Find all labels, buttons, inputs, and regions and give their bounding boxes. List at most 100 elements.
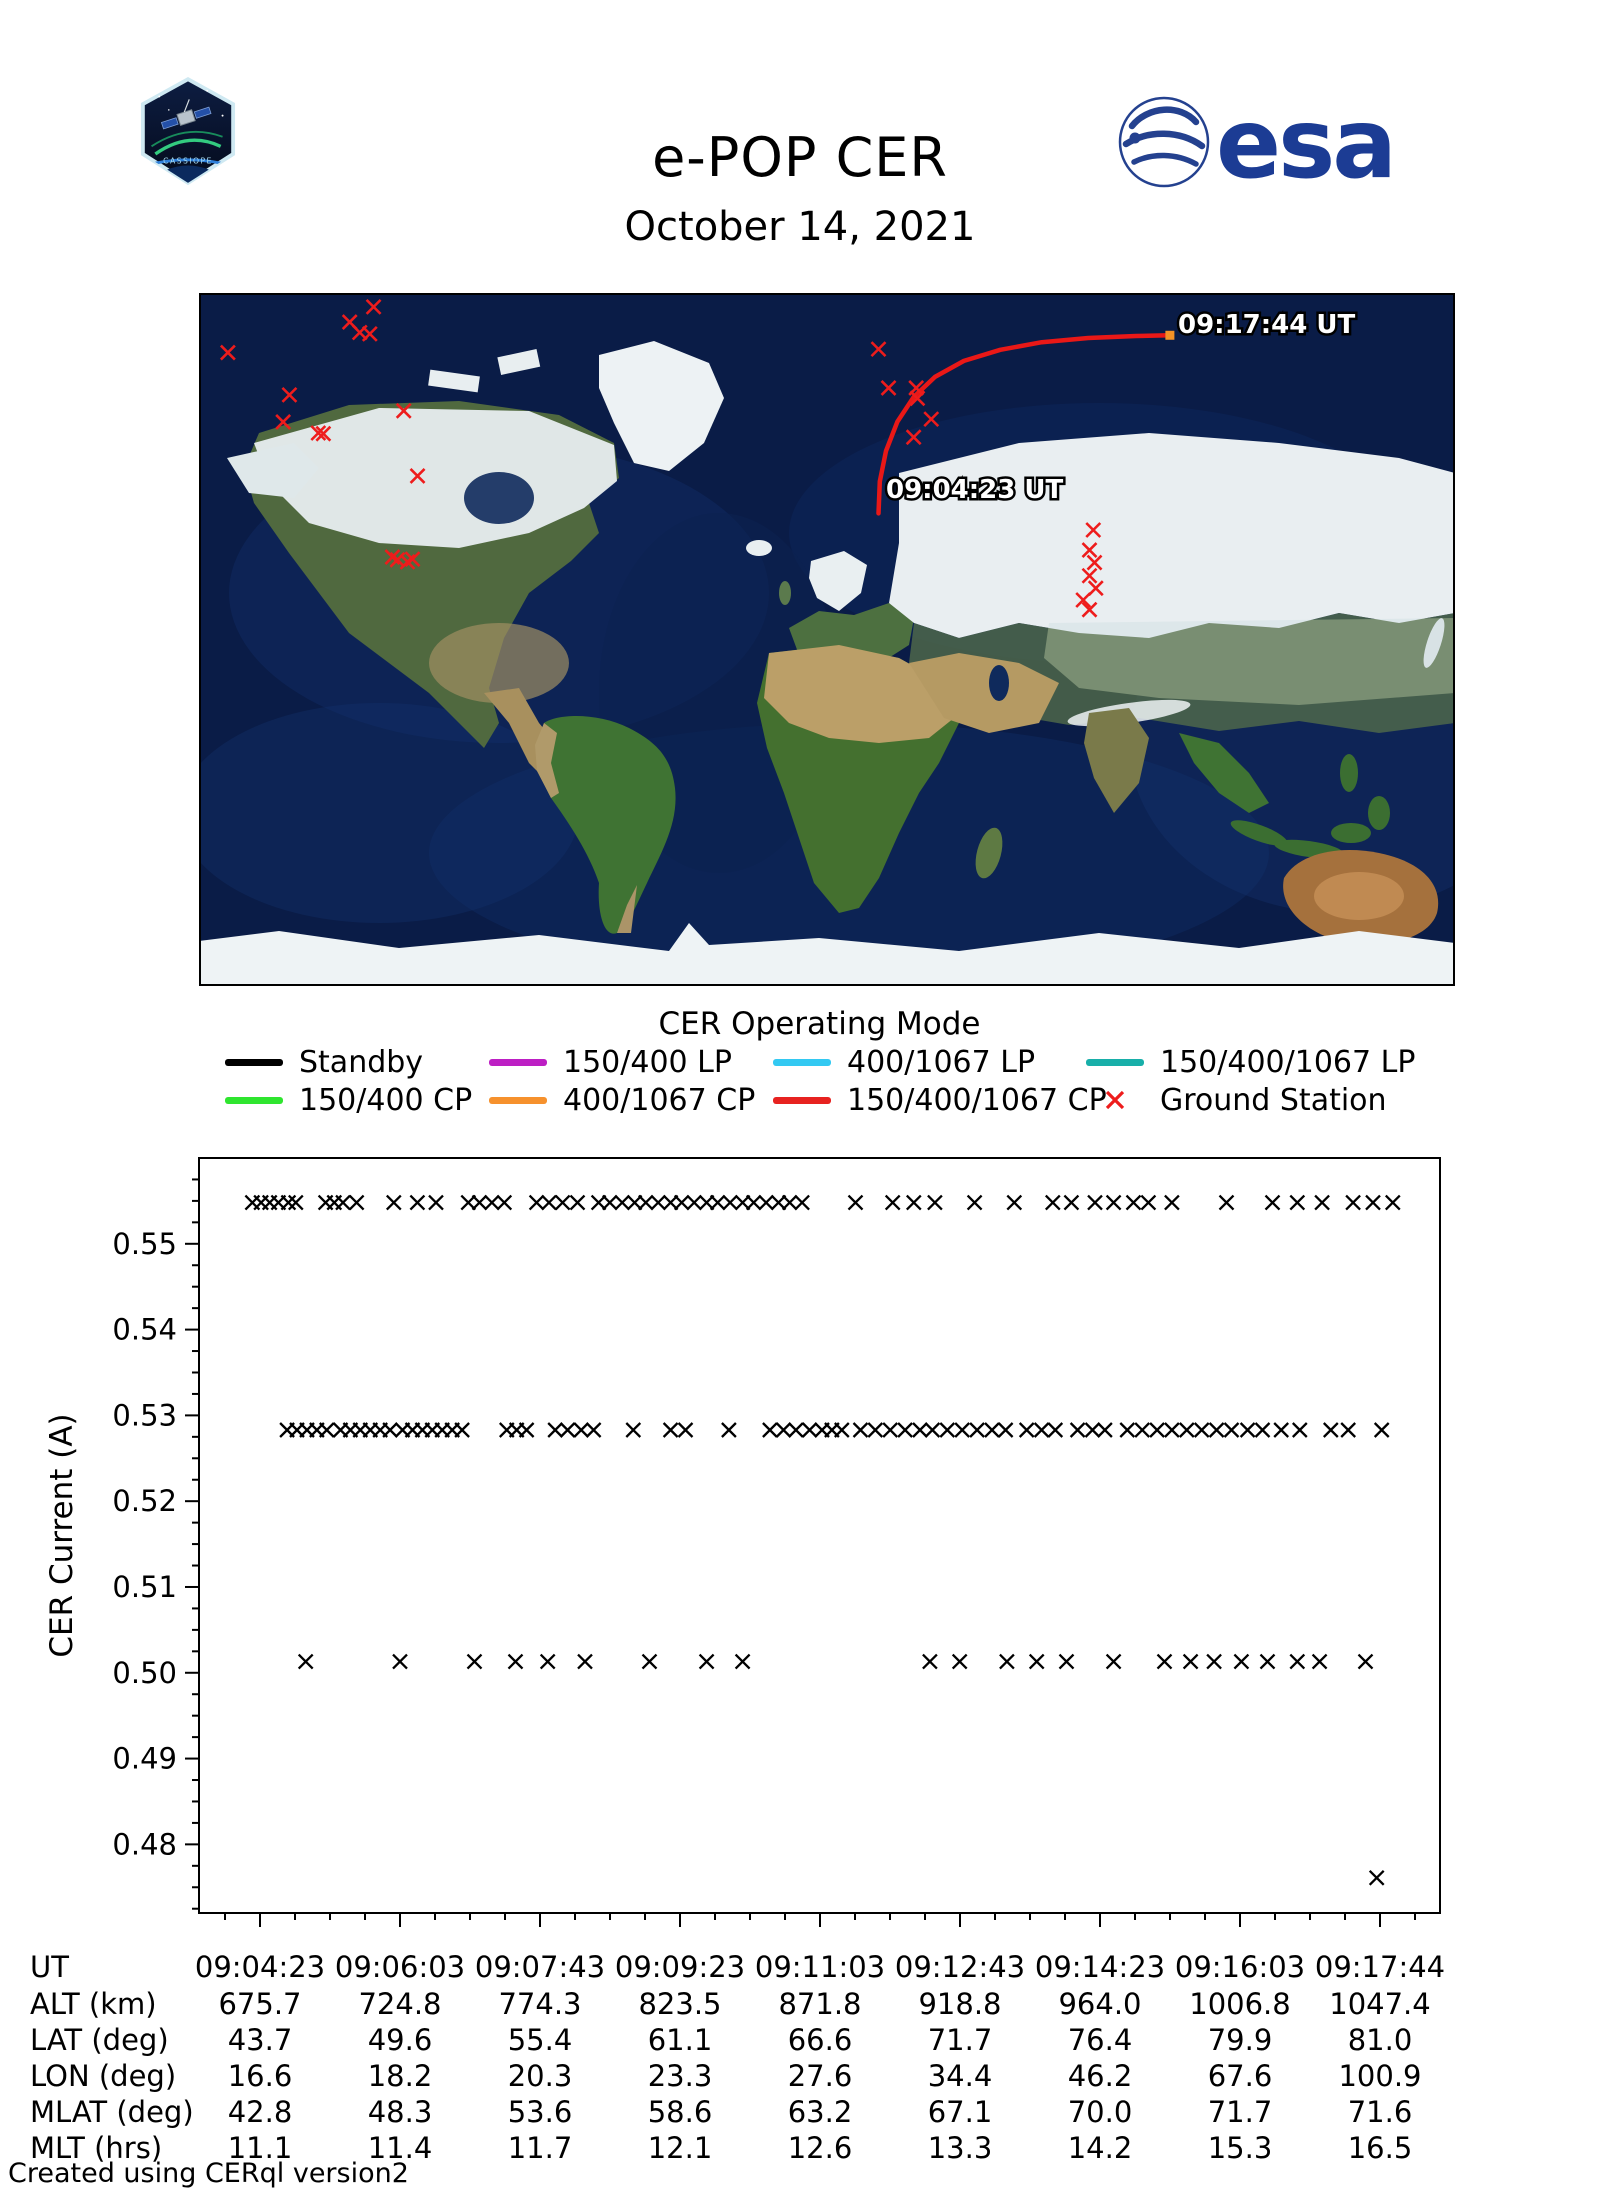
table-cell: 918.8: [918, 1987, 1002, 2021]
x-tick-time-label: 09:16:03: [1174, 1950, 1306, 1984]
legend-item-150-400-1067-lp: 150/400/1067 LP: [1086, 1044, 1415, 1080]
trajectory-group: [876, 330, 1175, 516]
scatter-marker-x: [1233, 1653, 1250, 1670]
x-tick-time-label: 09:14:23: [1034, 1950, 1166, 1984]
legend-label: 400/1067 LP: [847, 1044, 1036, 1080]
scatter-marker-x: [1223, 1422, 1240, 1438]
legend-label: 150/400/1067 LP: [1160, 1044, 1416, 1080]
scatter-marker-x: [1140, 1194, 1157, 1211]
scatter-marker-x: [287, 1194, 304, 1211]
trajectory-start-label: 09:04:23 UT: [886, 475, 1064, 505]
scatter-marker-x: [528, 1194, 545, 1211]
scatter-marker-x: [484, 1194, 500, 1211]
table-cell: 63.2: [787, 2095, 853, 2129]
table-row-label: UT: [30, 1950, 69, 1984]
ground-station-marker: [1086, 554, 1103, 571]
scatter-marker-x: [745, 1194, 762, 1211]
scatter-marker-x: [709, 1194, 726, 1211]
table-cell: 58.6: [647, 2095, 713, 2129]
scatter-marker-x: [966, 1194, 983, 1211]
scatter-marker-x: [1291, 1422, 1308, 1438]
table-cell: 55.4: [507, 2023, 573, 2057]
y-tick-label: 0.50: [112, 1656, 177, 1690]
table-cell: 12.6: [787, 2131, 853, 2165]
scatter-marker-x: [734, 1194, 751, 1211]
table-row-label: ALT (km): [30, 1987, 157, 2021]
scatter-marker-x: [1028, 1653, 1045, 1670]
scatter-markers: [244, 1194, 1401, 1886]
y-tick-label: 0.55: [112, 1227, 177, 1261]
ground-station-marker: [1087, 580, 1104, 597]
scatter-marker-x: [641, 1653, 658, 1670]
axis-ticks: [185, 1178, 1416, 1927]
x-tick-time-label: 09:04:23: [194, 1950, 326, 1984]
table-cell: 724.8: [358, 1987, 442, 2021]
scatter-marker-x: [428, 1194, 444, 1211]
table-cell: 871.8: [778, 1987, 862, 2021]
scatter-marker-x: [1063, 1194, 1080, 1211]
legend-item-standby: Standby: [225, 1044, 423, 1080]
scatter-marker-x: [997, 1422, 1014, 1438]
table-cell: 11.7: [507, 2131, 573, 2165]
scatter-marker-x: [999, 1653, 1015, 1670]
page-date: October 14, 2021: [624, 204, 976, 250]
scatter-marker-x: [1259, 1653, 1276, 1670]
scatter-marker-x: [1006, 1194, 1023, 1211]
scatter-marker-x: [585, 1422, 602, 1438]
scatter-marker-x: [1218, 1194, 1235, 1211]
y-tick-label: 0.54: [112, 1313, 177, 1347]
scatter-marker-x: [897, 1422, 913, 1438]
table-cell: 34.4: [927, 2059, 993, 2093]
scatter-marker-x: [1047, 1422, 1064, 1438]
scatter-marker-x: [1105, 1194, 1122, 1211]
x-tick-time-label: 09:06:03: [334, 1950, 466, 1984]
x-tick-time-label: 09:07:43: [474, 1950, 606, 1984]
scatter-marker-x: [496, 1194, 513, 1211]
scatter-marker-x: [794, 1194, 810, 1211]
patch-satellite: [160, 99, 212, 130]
scatter-marker-x: [1208, 1422, 1225, 1438]
scatter-marker-x: [698, 1653, 715, 1670]
scatter-marker-x: [951, 1653, 968, 1670]
scatter-marker-x: [852, 1422, 869, 1438]
scatter-marker-x: [541, 1194, 557, 1211]
table-cell: 16.5: [1347, 2131, 1413, 2165]
scatter-marker-x: [559, 1422, 576, 1438]
scatter-marker-x: [569, 1194, 586, 1211]
trajectory-endpoint-marker: [1165, 330, 1175, 340]
table-cell: 61.1: [647, 2023, 713, 2057]
legend-item-400-1067-lp: 400/1067 LP: [773, 1044, 1035, 1080]
ground-station-marker: [870, 341, 887, 358]
scatter-marker-x: [1087, 1194, 1103, 1211]
table-cell: 12.1: [647, 2131, 713, 2165]
ground-station-marker: [409, 468, 426, 484]
scatter-marker-x: [867, 1422, 884, 1438]
legend-line-150-400-lp: [489, 1058, 547, 1066]
table-cell: 27.6: [787, 2059, 853, 2093]
scatter-marker-x: [924, 1422, 941, 1438]
table-cell: 774.3: [498, 1987, 582, 2021]
satellite-trajectory: [876, 333, 1173, 516]
scatter-marker-x: [1206, 1653, 1222, 1670]
cassiope-mission-patch: CASSIOPE: [140, 76, 236, 186]
table-cell: 49.6: [367, 2023, 433, 2057]
ground-station-marker: [361, 325, 378, 342]
patch-mission-name: CASSIOPE: [163, 157, 213, 166]
scatter-marker-x: [1156, 1653, 1173, 1670]
scatter-marker-x: [625, 1422, 642, 1438]
ground-station-marker: [923, 411, 940, 428]
scatter-marker-x: [1164, 1422, 1180, 1438]
scatter-marker-x: [762, 1422, 778, 1438]
ground-station-marker: [315, 425, 332, 442]
ground-station-marker: [1075, 592, 1092, 608]
scatter-marker-x: [518, 1422, 535, 1438]
legend-label: 150/400/1067 CP: [847, 1082, 1107, 1118]
scatter-marker-x: [677, 1422, 694, 1438]
table-cell: 43.7: [227, 2023, 293, 2057]
table-cell: 76.4: [1067, 2023, 1133, 2057]
esa-wordmark: esa: [1216, 94, 1394, 194]
legend-item-150-400-cp: 150/400 CP: [225, 1082, 472, 1118]
ground-station-marker: [365, 298, 382, 315]
scatter-marker-x: [1097, 1422, 1113, 1438]
scatter-marker-x: [722, 1194, 738, 1211]
